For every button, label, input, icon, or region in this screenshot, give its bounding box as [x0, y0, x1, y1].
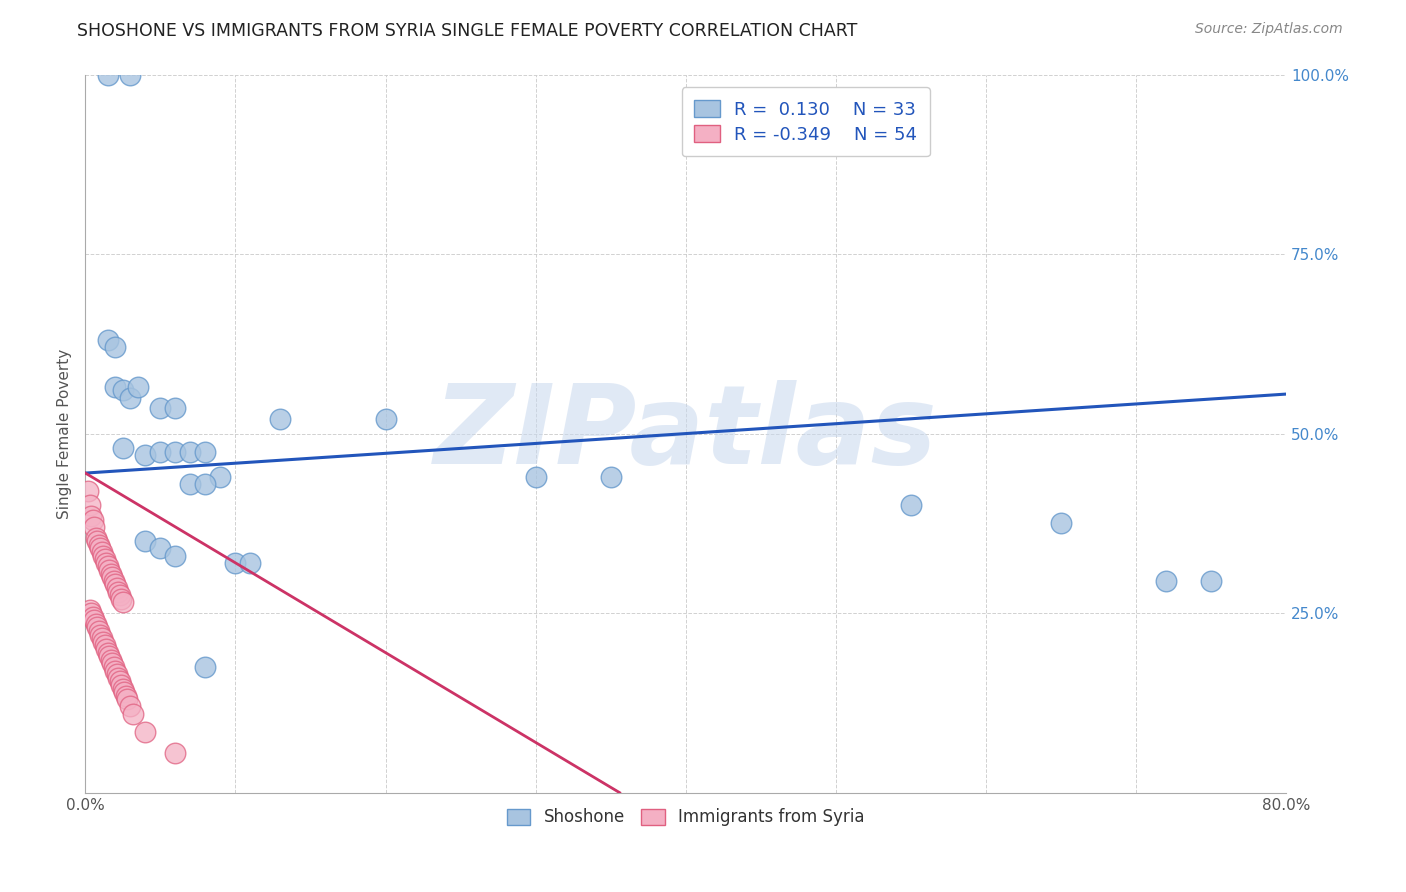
- Point: [94, 639, 117, 653]
- Point: [269, 412, 291, 426]
- Point: [79, 602, 101, 616]
- Point: [134, 724, 156, 739]
- Point: [80, 509, 103, 524]
- Point: [98, 649, 121, 664]
- Point: [100, 653, 122, 667]
- Point: [149, 401, 172, 416]
- Point: [83, 613, 105, 627]
- Point: [120, 699, 142, 714]
- Point: [89, 541, 111, 556]
- Point: [108, 588, 131, 602]
- Point: [100, 566, 122, 581]
- Point: [149, 541, 172, 556]
- Point: [127, 380, 149, 394]
- Point: [165, 549, 187, 563]
- Point: [97, 68, 120, 82]
- Point: [524, 469, 547, 483]
- Point: [224, 556, 246, 570]
- Point: [110, 591, 132, 606]
- Point: [101, 570, 124, 584]
- Point: [105, 667, 128, 681]
- Point: [87, 538, 110, 552]
- Point: [96, 556, 118, 570]
- Point: [1050, 516, 1073, 531]
- Point: [165, 401, 187, 416]
- Point: [87, 624, 110, 638]
- Point: [93, 549, 115, 563]
- Point: [104, 577, 127, 591]
- Point: [179, 444, 201, 458]
- Point: [104, 380, 127, 394]
- Point: [86, 620, 108, 634]
- Point: [1154, 574, 1177, 588]
- Point: [84, 616, 107, 631]
- Point: [97, 559, 120, 574]
- Point: [209, 469, 232, 483]
- Point: [104, 664, 127, 678]
- Point: [111, 441, 134, 455]
- Point: [120, 391, 142, 405]
- Point: [111, 384, 134, 398]
- Point: [79, 499, 101, 513]
- Point: [83, 520, 105, 534]
- Legend: Shoshone, Immigrants from Syria: Shoshone, Immigrants from Syria: [499, 800, 873, 835]
- Point: [110, 678, 132, 692]
- Point: [90, 545, 112, 559]
- Point: [103, 660, 125, 674]
- Point: [165, 444, 187, 458]
- Point: [104, 340, 127, 354]
- Point: [194, 444, 217, 458]
- Point: [97, 646, 120, 660]
- Point: [599, 469, 621, 483]
- Point: [179, 476, 201, 491]
- Point: [374, 412, 396, 426]
- Point: [107, 671, 129, 685]
- Point: [134, 534, 156, 549]
- Point: [117, 692, 139, 706]
- Point: [134, 448, 156, 462]
- Point: [80, 606, 103, 620]
- Y-axis label: Single Female Poverty: Single Female Poverty: [58, 349, 72, 519]
- Point: [120, 68, 142, 82]
- Point: [122, 706, 145, 721]
- Point: [94, 552, 117, 566]
- Text: SHOSHONE VS IMMIGRANTS FROM SYRIA SINGLE FEMALE POVERTY CORRELATION CHART: SHOSHONE VS IMMIGRANTS FROM SYRIA SINGLE…: [77, 22, 858, 40]
- Text: ZIPatlas: ZIPatlas: [434, 380, 938, 487]
- Point: [84, 531, 107, 545]
- Point: [108, 674, 131, 689]
- Point: [111, 681, 134, 696]
- Point: [105, 581, 128, 595]
- Point: [194, 660, 217, 674]
- Point: [112, 685, 135, 699]
- Point: [97, 333, 120, 347]
- Point: [98, 563, 121, 577]
- Point: [1199, 574, 1222, 588]
- Point: [194, 476, 217, 491]
- Point: [239, 556, 262, 570]
- Point: [89, 628, 111, 642]
- Point: [93, 635, 115, 649]
- Point: [77, 483, 100, 498]
- Point: [82, 513, 104, 527]
- Point: [149, 444, 172, 458]
- Text: Source: ZipAtlas.com: Source: ZipAtlas.com: [1195, 22, 1343, 37]
- Point: [900, 499, 922, 513]
- Point: [86, 534, 108, 549]
- Point: [103, 574, 125, 588]
- Point: [96, 642, 118, 657]
- Point: [115, 689, 138, 703]
- Point: [101, 657, 124, 671]
- Point: [165, 746, 187, 760]
- Point: [82, 609, 104, 624]
- Point: [111, 595, 134, 609]
- Point: [90, 632, 112, 646]
- Point: [107, 584, 129, 599]
